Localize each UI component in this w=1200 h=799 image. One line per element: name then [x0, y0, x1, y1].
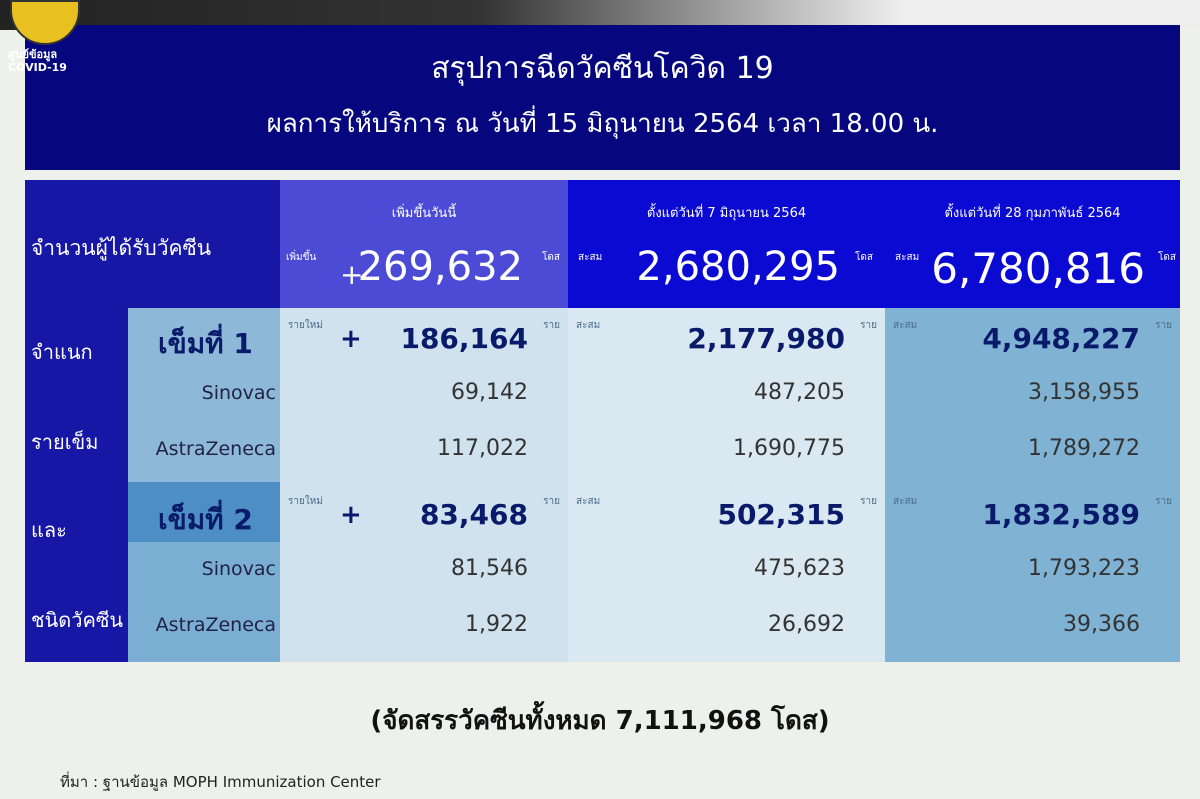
prefix: รายใหม่: [288, 320, 323, 331]
vaccine-name: AstraZeneca: [155, 438, 276, 460]
dose-total-cell: รายใหม่ +186,164 ราย: [280, 308, 568, 366]
unit: ราย: [543, 496, 560, 507]
plus-sign: +: [340, 500, 362, 530]
page-title: สรุปการฉีดวัคซีนโควิด 19: [431, 51, 774, 86]
vaccine-name: Sinovac: [201, 382, 276, 404]
vaccination-table: จำนวนผู้ได้รับวัคซีน เพิ่มขึ้นวันนี้ เพิ…: [25, 180, 1180, 662]
total-allocated: (จัดสรรวัคซีนทั้งหมด 7,111,968 โดส): [370, 706, 830, 736]
vaccine-value-cell: 1,690,775: [568, 422, 885, 478]
vaccine-row: Sinovac: [128, 366, 280, 422]
vaccine-value: 3,158,955: [1028, 380, 1140, 405]
side-label: จำแนก: [31, 340, 93, 364]
june-body-bg: [568, 308, 885, 662]
plus-sign: +: [340, 258, 364, 291]
dose-total-cell: สะสม 1,832,589 ราย: [885, 484, 1180, 542]
col-prefix: สะสม: [578, 252, 603, 263]
col-today-header: เพิ่มขึ้นวันนี้ เพิ่มขึ้น + 269,632 โดส: [280, 180, 568, 308]
dose-total-cell: สะสม 2,177,980 ราย: [568, 308, 885, 366]
vaccine-value-cell: 39,366: [885, 598, 1180, 654]
vaccine-row: Sinovac: [128, 542, 280, 598]
vaccine-row: AstraZeneca: [128, 598, 280, 654]
unit: โดส: [1158, 252, 1176, 263]
dose-row-header: เข็มที่ 1: [128, 308, 280, 366]
unit: ราย: [543, 320, 560, 331]
vaccine-value-cell: 81,546: [280, 542, 568, 598]
vaccine-value: 487,205: [754, 380, 845, 405]
row-label: จำนวนผู้ได้รับวัคซีน: [31, 236, 212, 260]
col-title: ตั้งแต่วันที่ 28 กุมภาพันธ์ 2564: [944, 206, 1121, 221]
total-today: 269,632: [357, 244, 523, 290]
vaccine-value: 81,546: [451, 556, 528, 581]
col-feb-header: ตั้งแต่วันที่ 28 กุมภาพันธ์ 2564 สะสม 6,…: [885, 180, 1180, 308]
unit: โดส: [855, 252, 873, 263]
prefix: สะสม: [576, 496, 601, 507]
unit: โดส: [542, 252, 560, 263]
feb-body-bg: [885, 308, 1180, 662]
vaccine-value-cell: 117,022: [280, 422, 568, 478]
vaccine-value-cell: 69,142: [280, 366, 568, 422]
dose-total-cell: สะสม 4,948,227 ราย: [885, 308, 1180, 366]
header-banner: สรุปการฉีดวัคซีนโควิด 19 ผลการให้บริการ …: [25, 25, 1180, 170]
vaccine-value: 1,789,272: [1028, 436, 1140, 461]
vaccine-value-cell: 1,922: [280, 598, 568, 654]
vaccine-value-cell: 1,789,272: [885, 422, 1180, 478]
dose-value: 502,315: [717, 498, 845, 531]
row-label-cell: จำนวนผู้ได้รับวัคซีน: [25, 180, 280, 308]
vaccine-name: AstraZeneca: [155, 614, 276, 636]
vaccine-value: 26,692: [768, 612, 845, 637]
side-label: และ: [31, 518, 67, 542]
dose1-name-bg: [128, 308, 280, 482]
dose-name: เข็มที่ 1: [158, 327, 253, 360]
vaccine-value-cell: 26,692: [568, 598, 885, 654]
page-subtitle: ผลการให้บริการ ณ วันที่ 15 มิถุนายน 2564…: [266, 109, 939, 139]
dose-value: 186,164: [400, 322, 528, 355]
unit: ราย: [1155, 496, 1172, 507]
col-title: เพิ่มขึ้นวันนี้: [391, 206, 457, 221]
source-note: ที่มา : ฐานข้อมูล MOPH Immunization Cent…: [60, 773, 381, 791]
vaccine-value: 69,142: [451, 380, 528, 405]
unit: ราย: [1155, 320, 1172, 331]
col-prefix: เพิ่มขึ้น: [286, 252, 317, 263]
side-label-col: จำแนก รายเข็ม และ ชนิดวัคซีน: [25, 308, 128, 662]
dose-total-cell: สะสม 502,315 ราย: [568, 484, 885, 542]
total-since-june: 2,680,295: [636, 244, 840, 290]
side-label: รายเข็ม: [31, 430, 99, 454]
dose-value: 83,468: [419, 498, 528, 531]
vaccine-value-cell: 3,158,955: [885, 366, 1180, 422]
prefix: สะสม: [576, 320, 601, 331]
dose-row-header: เข็มที่ 2: [128, 484, 280, 542]
plus-sign: +: [340, 324, 362, 354]
dose2-header-bg: [128, 482, 280, 542]
today-body-bg: [280, 308, 568, 662]
logo-text: ศูนย์ข้อมูล COVID-19: [8, 48, 67, 74]
col-title: ตั้งแต่วันที่ 7 มิถุนายน 2564: [646, 206, 807, 221]
vaccine-value: 1,922: [465, 612, 528, 637]
vaccine-value-cell: 475,623: [568, 542, 885, 598]
unit: ราย: [860, 496, 877, 507]
col-june-header: ตั้งแต่วันที่ 7 มิถุนายน 2564 สะสม 2,680…: [568, 180, 885, 308]
vaccine-name: Sinovac: [201, 558, 276, 580]
vaccine-row: AstraZeneca: [128, 422, 280, 478]
vaccine-value-cell: 1,793,223: [885, 542, 1180, 598]
dose-value: 2,177,980: [687, 322, 845, 355]
total-since-feb: 6,780,816: [931, 244, 1145, 293]
side-label: ชนิดวัคซีน: [31, 608, 124, 632]
vaccine-value: 1,793,223: [1028, 556, 1140, 581]
dose-total-cell: รายใหม่ +83,468 ราย: [280, 484, 568, 542]
dose-name: เข็มที่ 2: [158, 503, 253, 536]
dose-value: 4,948,227: [982, 322, 1140, 355]
unit: ราย: [860, 320, 877, 331]
vaccine-value: 117,022: [437, 436, 528, 461]
vaccine-value: 475,623: [754, 556, 845, 581]
col-prefix: สะสม: [895, 252, 920, 263]
prefix: รายใหม่: [288, 496, 323, 507]
vaccine-value-cell: 487,205: [568, 366, 885, 422]
vaccine-value: 1,690,775: [733, 436, 845, 461]
dose-value: 1,832,589: [982, 498, 1140, 531]
vaccine-value: 39,366: [1063, 612, 1140, 637]
prefix: สะสม: [893, 320, 918, 331]
prefix: สะสม: [893, 496, 918, 507]
